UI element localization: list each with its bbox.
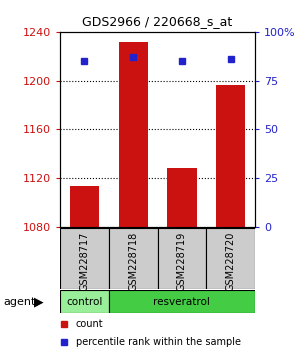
Text: GSM228717: GSM228717 (80, 232, 89, 291)
Text: resveratrol: resveratrol (153, 297, 210, 307)
Text: GSM228720: GSM228720 (226, 232, 236, 291)
Bar (167, 168, 196, 227)
Bar (158, 228, 206, 289)
Text: GDS2966 / 220668_s_at: GDS2966 / 220668_s_at (82, 15, 232, 28)
Text: GSM228719: GSM228719 (177, 232, 187, 291)
Text: percentile rank within the sample: percentile rank within the sample (76, 337, 241, 347)
Bar (216, 85, 245, 227)
Bar (109, 228, 158, 289)
Bar (206, 228, 255, 289)
Text: ▶: ▶ (34, 295, 44, 308)
Bar (109, 290, 255, 313)
Bar (60, 228, 109, 289)
Text: agent: agent (3, 297, 35, 307)
Text: GSM228718: GSM228718 (128, 232, 138, 291)
Text: control: control (66, 297, 103, 307)
Text: count: count (76, 319, 103, 329)
Bar (70, 187, 99, 227)
Bar (118, 41, 148, 227)
Bar (60, 290, 109, 313)
